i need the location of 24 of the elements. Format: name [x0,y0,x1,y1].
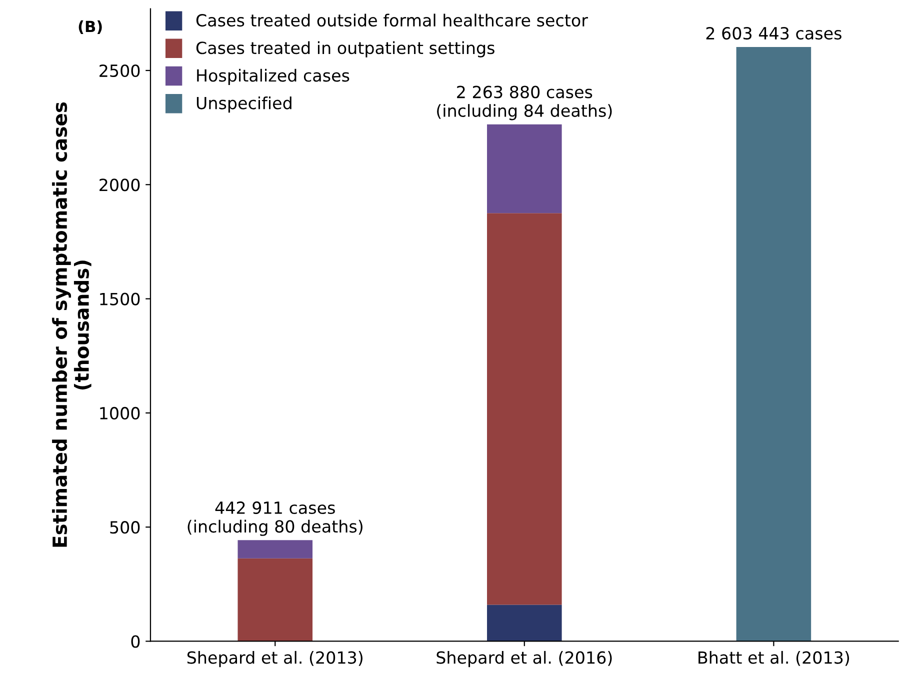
y-tick-label: 1000 [100,406,140,420]
y-axis-title: Estimated number of symptomatic cases (thousands) [52,102,92,547]
legend-label: Unspecified [196,96,292,113]
bar [736,46,812,642]
x-tick-label: Shepard et al. (2013) [187,650,362,668]
annotation: 442 911 cases (including 80 deaths) [188,501,362,536]
bar [487,124,562,214]
y-tick-label: 0 [131,635,140,648]
x-tick-label: Shepard et al. (2016) [436,650,612,668]
y-tick-label: 1500 [100,292,140,306]
y-tick-label: 2000 [100,178,140,192]
legend-label: Cases treated in outpatient settings [196,41,494,58]
bar [238,558,313,642]
bar [487,604,562,642]
legend-label: Cases treated outside formal healthcare sector [196,14,588,27]
y-tick-label: 2500 [100,64,140,78]
bar [238,540,313,558]
x-tick-label: Bhatt et al. (2013) [698,650,850,666]
annotation: 2 603 443 cases [706,26,842,40]
text: (B) [78,20,102,34]
legend-label: Hospitalized cases [197,68,350,85]
y-tick-label: 500 [110,521,140,534]
bar [487,213,562,605]
annotation: 2 263 880 cases (including 84 deaths) [437,86,612,120]
